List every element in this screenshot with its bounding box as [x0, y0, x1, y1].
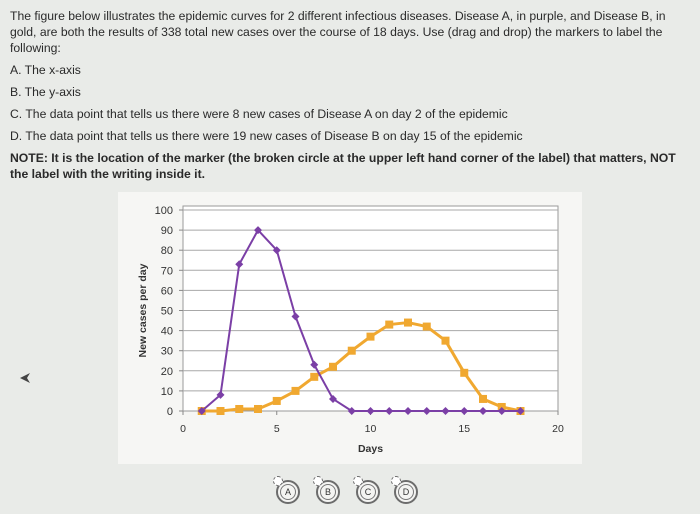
data-point[interactable] [254, 404, 262, 413]
data-point[interactable] [310, 372, 319, 381]
marker-a[interactable]: A [273, 476, 300, 504]
y-tick-label: 80 [161, 245, 173, 257]
data-point[interactable] [516, 407, 525, 415]
broken-circle-icon[interactable] [353, 476, 363, 486]
data-point[interactable] [422, 407, 431, 415]
y-tick-label: 60 [161, 285, 173, 297]
y-tick-label: 10 [161, 386, 173, 398]
data-point[interactable] [479, 394, 487, 403]
marker-d[interactable]: D [391, 476, 418, 504]
note-text: NOTE: It is the location of the marker (… [10, 151, 676, 181]
question-intro: The figure below illustrates the epidemi… [10, 9, 666, 55]
data-point[interactable] [272, 396, 281, 405]
broken-circle-icon[interactable] [273, 476, 283, 486]
data-point[interactable] [329, 362, 337, 371]
broken-circle-icon[interactable] [313, 476, 323, 486]
data-point[interactable] [422, 322, 431, 331]
data-point[interactable] [460, 368, 469, 377]
arrow-cursor-icon [20, 373, 30, 383]
y-tick-label: 40 [161, 326, 173, 338]
marker-c-label: C [360, 484, 376, 500]
marker-a-label: A [280, 484, 296, 500]
y-tick-label: 90 [161, 225, 173, 237]
data-point[interactable] [216, 390, 225, 399]
data-point[interactable] [216, 407, 225, 415]
y-axis-title[interactable]: New cases per day [137, 263, 149, 357]
marker-tray: A B C D [270, 472, 430, 508]
x-tick-label: 5 [274, 423, 280, 435]
data-point[interactable] [329, 394, 337, 403]
data-point[interactable] [441, 336, 450, 345]
data-point[interactable] [460, 407, 469, 415]
data-point[interactable] [235, 404, 244, 413]
data-point[interactable] [347, 346, 356, 355]
data-point[interactable] [497, 407, 506, 415]
x-tick-label: 20 [552, 423, 564, 435]
x-axis-title[interactable]: Days [358, 443, 383, 455]
data-point[interactable] [197, 407, 206, 415]
y-tick-label: 0 [167, 406, 173, 418]
y-tick-label: 30 [161, 346, 173, 358]
data-point[interactable] [404, 407, 412, 415]
data-point[interactable] [385, 407, 394, 415]
marker-d-label: D [398, 484, 414, 500]
data-point[interactable] [366, 332, 375, 341]
data-point[interactable] [235, 260, 244, 269]
x-tick-label: 10 [365, 423, 377, 435]
y-tick-label: 100 [155, 205, 173, 217]
data-point[interactable] [347, 407, 356, 415]
data-point[interactable] [291, 312, 300, 321]
question-text: The figure below illustrates the epidemi… [10, 8, 690, 182]
y-tick-label: 70 [161, 265, 173, 277]
item-c: C. The data point that tells us there we… [10, 107, 508, 121]
data-point[interactable] [441, 407, 450, 415]
marker-b-label: B [320, 484, 336, 500]
data-point[interactable] [291, 386, 300, 395]
data-point[interactable] [272, 246, 281, 255]
data-point[interactable] [385, 320, 394, 329]
data-point[interactable] [310, 360, 319, 369]
x-tick-label: 15 [458, 423, 470, 435]
y-tick-label: 20 [161, 366, 173, 378]
epidemic-chart[interactable]: 0 10 20 30 40 50 60 70 80 90 100 0 5 10 15 20 Days New ca… [118, 192, 582, 464]
y-tick-label: 50 [161, 306, 173, 318]
item-d: D. The data point that tells us there we… [10, 129, 523, 143]
marker-c[interactable]: C [353, 476, 380, 504]
chart-svg[interactable]: 0 10 20 30 40 50 60 70 80 90 100 0 5 10 15 20 Days New ca… [118, 192, 582, 464]
data-point[interactable] [254, 226, 262, 235]
data-point[interactable] [404, 318, 412, 327]
data-point[interactable] [479, 407, 487, 415]
item-a: A. The x-axis [10, 63, 81, 77]
plot-area [182, 205, 559, 412]
item-b: B. The y-axis [10, 85, 81, 99]
marker-b[interactable]: B [313, 476, 340, 504]
x-tick-label: 0 [180, 423, 186, 435]
broken-circle-icon[interactable] [391, 476, 401, 486]
data-point[interactable] [366, 407, 375, 415]
data-point[interactable] [497, 402, 506, 411]
